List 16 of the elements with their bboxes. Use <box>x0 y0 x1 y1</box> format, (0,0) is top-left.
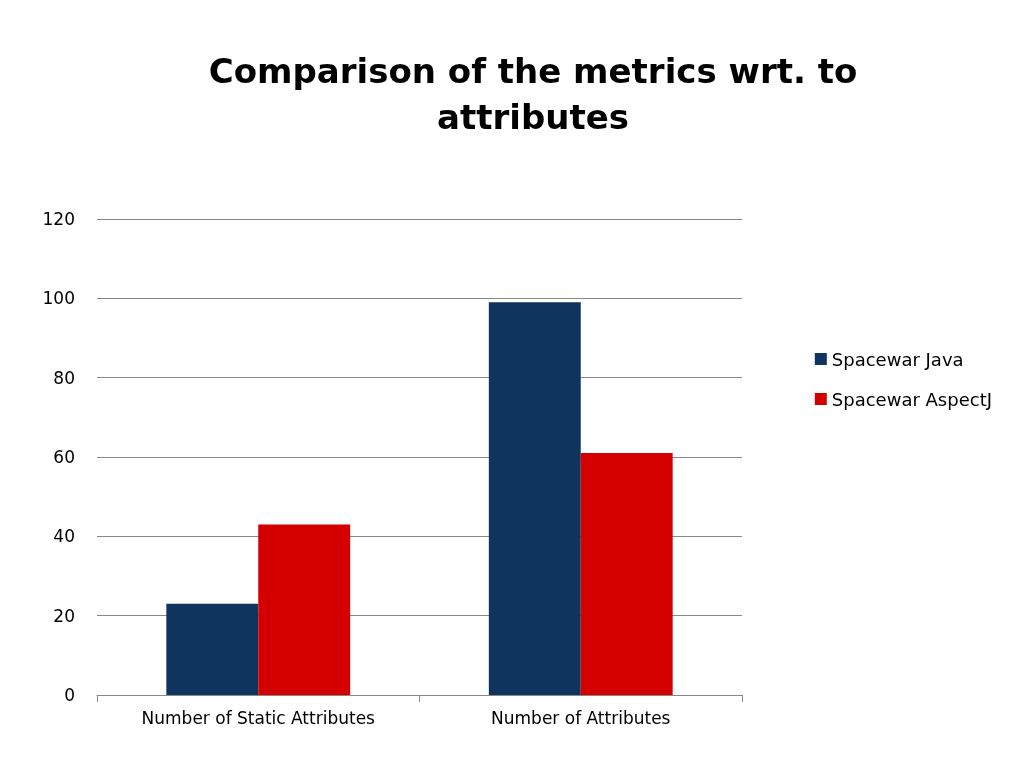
chart-title: Comparison of the metrics wrt. to attributes <box>208 51 858 137</box>
y-tick-label: 80 <box>53 367 75 388</box>
legend-label: Spacewar AspectJ <box>831 388 993 410</box>
y-tick-label: 0 <box>64 685 75 705</box>
bar <box>258 524 351 695</box>
legend-label: Spacewar Java <box>831 348 964 370</box>
x-tick-label: Number of Static Attributes <box>141 707 376 728</box>
bar <box>166 603 259 695</box>
y-tick-label: 100 <box>42 288 75 309</box>
bar <box>580 453 673 695</box>
y-tick-label: 60 <box>53 447 75 467</box>
bar <box>488 302 581 695</box>
y-tick-label: 20 <box>53 605 75 626</box>
x-tick-label: Number of Attributes <box>491 707 671 728</box>
y-tick-label: 120 <box>42 209 75 229</box>
y-tick-label: 40 <box>53 526 75 547</box>
